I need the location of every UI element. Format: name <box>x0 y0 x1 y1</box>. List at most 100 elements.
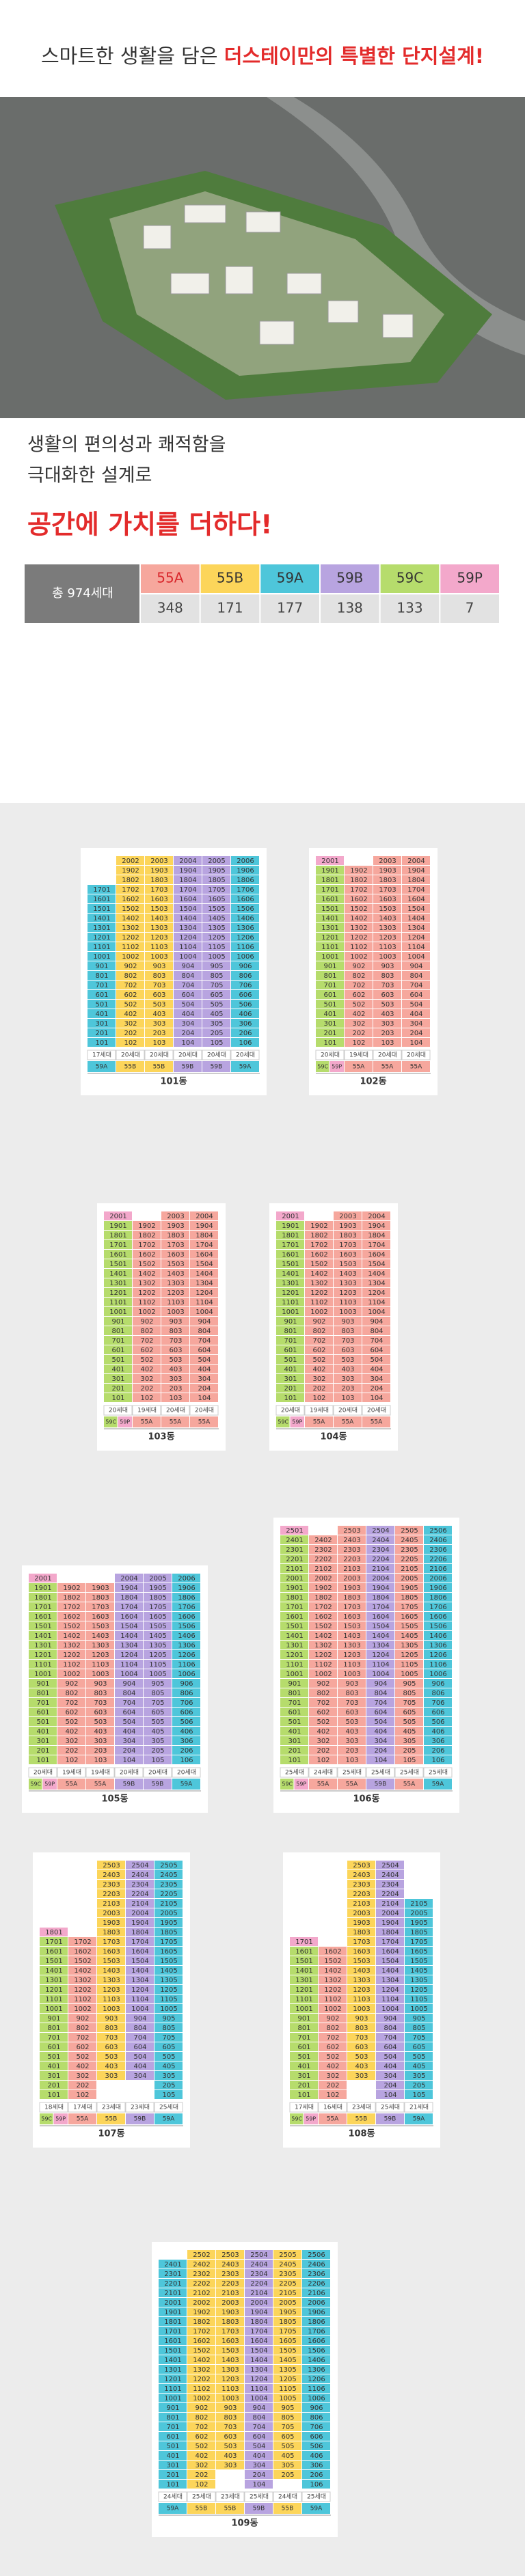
unit-cell <box>116 856 144 865</box>
unit-cell <box>305 1298 333 1306</box>
unit-number: 1706 <box>429 1604 446 1611</box>
unit-number: 804 <box>374 1690 387 1697</box>
unit-cell <box>144 1717 172 1726</box>
unit-number: 504 <box>383 2053 396 2061</box>
unit-cell <box>309 1717 337 1726</box>
unit-number: 1901 <box>164 2309 181 2316</box>
unit-cell <box>86 1746 114 1755</box>
site-building <box>286 273 322 294</box>
summary-type-cell <box>380 564 440 593</box>
unit-number: 1301 <box>109 1280 126 1287</box>
unit-cell <box>305 1240 333 1249</box>
unit-cell <box>133 1374 161 1383</box>
summary-count-cell <box>440 594 499 623</box>
unit-type: 59B <box>384 2116 396 2123</box>
unit-cell <box>29 1621 57 1630</box>
unit-cell <box>276 1250 304 1259</box>
unit-number: 2006 <box>178 1575 195 1582</box>
unit-number: 1303 <box>221 2366 239 2374</box>
unit-number: 404 <box>181 1011 194 1018</box>
unit-number: 1004 <box>179 953 196 961</box>
unit-number: 1303 <box>167 1280 184 1287</box>
site-paving <box>109 191 444 376</box>
unit-cell <box>362 1298 390 1306</box>
unit-cell <box>86 1755 114 1764</box>
unit-number: 1601 <box>109 1251 126 1259</box>
unit-cell <box>376 1947 404 1956</box>
summary-count-cell <box>380 594 440 623</box>
unit-cell <box>145 914 173 922</box>
unit-number: 1006 <box>178 1671 195 1678</box>
unit-number: 2003 <box>221 2299 239 2307</box>
unit-number: 2104 <box>372 1565 389 1573</box>
type-cell <box>290 2113 304 2124</box>
unit-number: 806 <box>239 972 252 980</box>
unit-cell <box>144 1698 172 1707</box>
unit-number: 805 <box>281 2414 294 2422</box>
unit-number: 401 <box>166 2452 179 2460</box>
unit-cell <box>366 1583 394 1592</box>
unit-cell <box>187 2394 215 2402</box>
unit-cell <box>40 2023 68 2032</box>
unit-cell <box>280 1535 308 1544</box>
unit-number: 201 <box>288 1747 301 1755</box>
unit-number: 601 <box>111 1347 124 1354</box>
type-cell <box>118 1416 132 1427</box>
unit-number: 1505 <box>401 1623 418 1630</box>
unit-cell <box>347 1861 375 1869</box>
unit-cell <box>97 2023 125 2032</box>
unit-number: 1604 <box>407 896 425 903</box>
unit-number: 1005 <box>401 1671 418 1678</box>
unit-number: 1301 <box>45 1977 62 1984</box>
unit-cell <box>190 1298 218 1306</box>
unit-cell <box>154 1908 183 1917</box>
unit-cell <box>174 914 202 922</box>
unit-number: 303 <box>169 1375 182 1383</box>
unit-number: 602 <box>124 991 137 999</box>
unit-cell <box>68 1966 96 1975</box>
site-building <box>245 211 281 233</box>
unit-number: 1102 <box>138 1299 155 1306</box>
unit-cell <box>424 1755 452 1764</box>
unit-number: 1404 <box>131 1967 148 1975</box>
unit-number: 2404 <box>250 2261 267 2269</box>
unit-cell <box>305 1259 333 1268</box>
unit-cell <box>174 933 202 942</box>
unit-number: 1404 <box>120 1632 137 1640</box>
unit-number: 802 <box>140 1328 153 1335</box>
unit-number: 1603 <box>221 2338 239 2345</box>
unit-number: 103 <box>345 1757 358 1764</box>
unit-cell <box>161 1326 189 1335</box>
unit-cell <box>97 1947 125 1956</box>
unit-cell <box>29 1593 57 1602</box>
unit-cell <box>174 1028 202 1037</box>
unit-number: 2103 <box>343 1565 360 1573</box>
unit-cell <box>115 1746 143 1755</box>
unit-cell <box>116 981 144 989</box>
count-cell <box>161 1405 190 1416</box>
unit-cell <box>57 1650 85 1659</box>
unit-number: 1005 <box>149 1671 166 1678</box>
unit-cell <box>202 904 230 913</box>
unit-number: 204 <box>374 1747 387 1755</box>
unit-cell <box>302 2298 330 2307</box>
unit-number: 2403 <box>353 1872 370 1879</box>
unit-number: 402 <box>195 2452 208 2460</box>
unit-number: 706 <box>180 1699 193 1707</box>
unit-number: 306 <box>431 1738 444 1745</box>
summary-count: 138 <box>337 600 363 616</box>
unit-cell <box>154 1870 183 1879</box>
unit-count: 19세대 <box>137 1407 157 1414</box>
unit-type: 59B <box>123 1781 135 1788</box>
unit-cell <box>159 2480 187 2489</box>
summary-count: 177 <box>277 600 303 616</box>
unit-number: 1205 <box>410 1986 427 1994</box>
unit-number: 2303 <box>343 1546 360 1554</box>
unit-number: 1202 <box>138 1289 155 1297</box>
unit-cell <box>316 971 344 980</box>
unit-number: 1502 <box>138 1261 155 1268</box>
unit-number: 806 <box>310 2414 323 2422</box>
unit-cell <box>154 1928 183 1936</box>
unit-cell <box>395 1593 423 1602</box>
unit-cell <box>338 1755 366 1764</box>
